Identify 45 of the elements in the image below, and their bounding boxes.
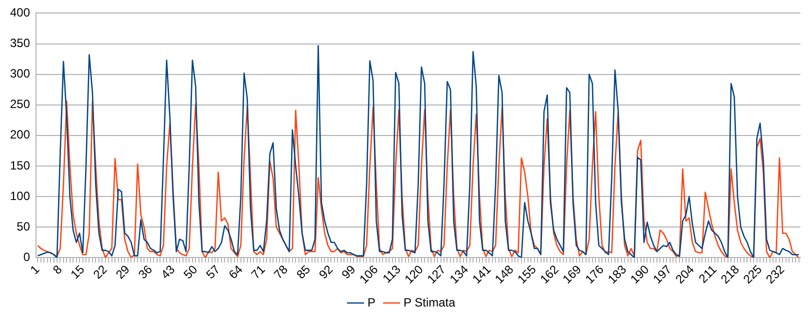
x-tick-label: 183: [605, 262, 630, 286]
x-tick-label: 71: [248, 262, 268, 282]
y-tick-label: 100: [10, 188, 30, 203]
x-tick-label: 57: [203, 262, 223, 282]
x-tick-label: 92: [316, 262, 336, 282]
x-tick-label: 232: [763, 262, 788, 286]
y-tick-label: 50: [16, 219, 30, 234]
x-tick-label: 134: [446, 262, 472, 286]
x-tick-label: 127: [424, 262, 449, 286]
y-tick-label: 250: [10, 97, 30, 112]
x-tick-label: 85: [294, 262, 314, 282]
x-tick-label: 36: [136, 262, 156, 282]
x-tick-label: 78: [271, 262, 291, 282]
y-tick-label: 0: [23, 250, 30, 264]
x-tick-label: 15: [68, 262, 88, 282]
x-tick-label: 1: [27, 262, 42, 277]
x-tick-label: 141: [470, 262, 494, 286]
y-tick-label: 300: [10, 66, 30, 81]
x-tick-label: 99: [338, 262, 358, 282]
x-tick-label: 197: [650, 262, 674, 286]
legend-label: P Stimata: [403, 295, 456, 310]
x-tick-label: 43: [158, 262, 178, 282]
x-tick-label: 169: [560, 262, 584, 286]
x-tick-label: 218: [718, 262, 742, 286]
x-tick-label: 190: [628, 262, 652, 286]
x-tick-label: 22: [90, 262, 110, 282]
x-tick-label: 29: [113, 262, 133, 282]
legend-label: P: [367, 295, 376, 310]
x-tick-label: 204: [672, 262, 698, 286]
x-tick-label: 50: [180, 262, 200, 282]
x-tick-label: 211: [696, 262, 720, 286]
x-tick-label: 64: [226, 262, 246, 282]
x-tick-label: 225: [740, 262, 765, 286]
x-tick-label: 176: [582, 262, 607, 286]
x-tick-label: 155: [514, 262, 540, 286]
x-tick-label: 8: [50, 262, 65, 277]
x-tick-label: 113: [380, 262, 404, 286]
y-tick-label: 150: [10, 158, 30, 172]
x-tick-label: 120: [402, 262, 426, 286]
x-tick-label: 162: [537, 262, 562, 286]
y-tick-label: 400: [10, 6, 30, 20]
x-tick-label: 148: [492, 262, 516, 286]
x-tick-label: 106: [356, 262, 381, 286]
y-tick-label: 350: [10, 36, 30, 50]
y-tick-label: 200: [10, 128, 30, 142]
